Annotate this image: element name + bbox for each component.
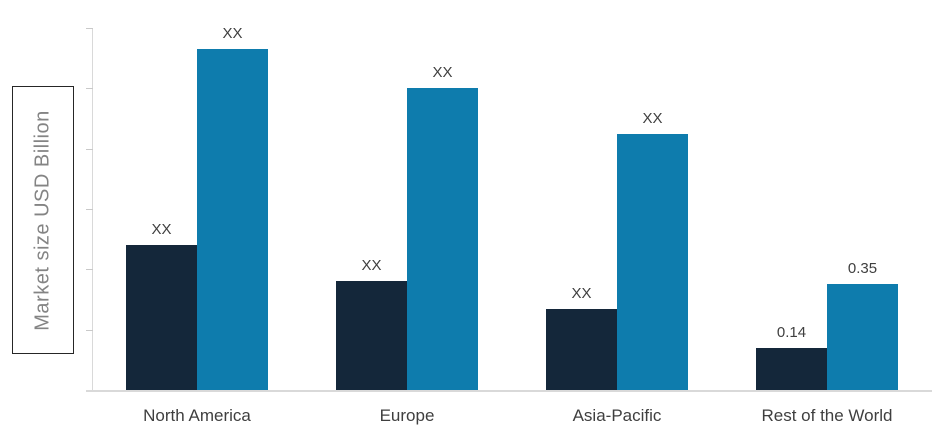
category-label-north-america: North America (143, 406, 251, 425)
y-axis-tick (86, 148, 93, 150)
bar-series-1-dark-navy-north-america (126, 245, 197, 390)
y-axis-tick (86, 209, 93, 210)
y-axis-tick (86, 269, 93, 271)
bar-value-label: XX (432, 64, 453, 81)
category-label-asia-pacific: Asia-Pacific (572, 406, 662, 425)
bar-series-2-blue-rest-of-the-world (827, 284, 898, 390)
x-axis-line (86, 390, 932, 392)
bar-value-label: XX (642, 110, 663, 127)
y-axis-label-box: Market size USD Billion (12, 86, 74, 354)
bar-value-label: XX (151, 221, 172, 238)
y-axis-label: Market size USD Billion (31, 109, 54, 331)
category-label-europe: Europe (379, 406, 435, 425)
y-axis-tick (86, 28, 93, 29)
bar-series-2-blue-asia-pacific (617, 134, 688, 390)
bar-value-label: XX (361, 257, 382, 274)
bar-series-1-dark-navy-europe (336, 281, 407, 390)
bar-value-label: XX (571, 285, 592, 302)
bar-value-label: XX (222, 25, 243, 42)
bar-series-2-blue-europe (407, 88, 478, 390)
bar-series-1-dark-navy-asia-pacific (546, 309, 617, 390)
y-axis-tick (86, 88, 93, 90)
category-label-rest-of-the-world: Rest of the World (761, 406, 893, 425)
bar-value-label: 0.14 (776, 324, 807, 341)
y-axis-tick (86, 329, 93, 331)
bar-series-1-dark-navy-rest-of-the-world (756, 348, 827, 390)
bar-value-label: 0.35 (847, 260, 878, 277)
bar-series-2-blue-north-america (197, 49, 268, 390)
